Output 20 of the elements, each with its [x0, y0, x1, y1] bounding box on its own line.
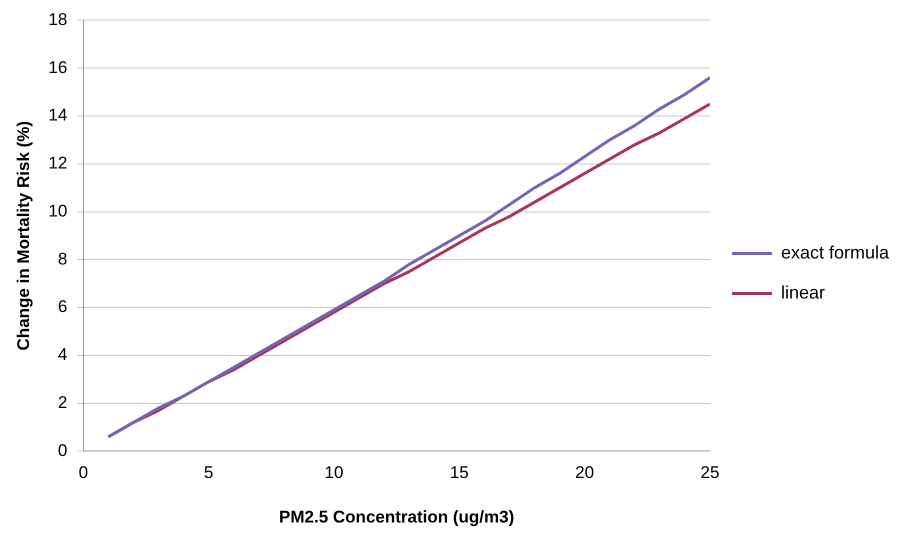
y-tick-label: 8	[58, 249, 68, 268]
x-tick-label: 15	[450, 463, 469, 482]
y-tick-label: 14	[48, 106, 68, 125]
x-tick-label: 20	[575, 463, 594, 482]
x-tick-label: 5	[204, 463, 214, 482]
x-axis-title: PM2.5 Concentration (ug/m3)	[279, 507, 514, 526]
y-tick-label: 10	[48, 201, 68, 220]
y-tick-label: 16	[48, 58, 68, 77]
y-tick-label: 18	[48, 10, 68, 29]
x-tick-label: 0	[78, 463, 88, 482]
legend-label: exact formula	[780, 242, 890, 262]
y-tick-label: 6	[58, 297, 68, 316]
y-tick-label: 12	[48, 154, 68, 173]
y-tick-label: 4	[58, 345, 68, 364]
y-tick-label: 2	[58, 393, 68, 412]
x-tick-label: 25	[700, 463, 720, 482]
legend-label: linear	[780, 282, 825, 302]
y-tick-label: 0	[58, 440, 68, 460]
y-axis-title: Change in Mortality Risk (%)	[14, 120, 33, 350]
x-tick-label: 10	[324, 463, 344, 482]
